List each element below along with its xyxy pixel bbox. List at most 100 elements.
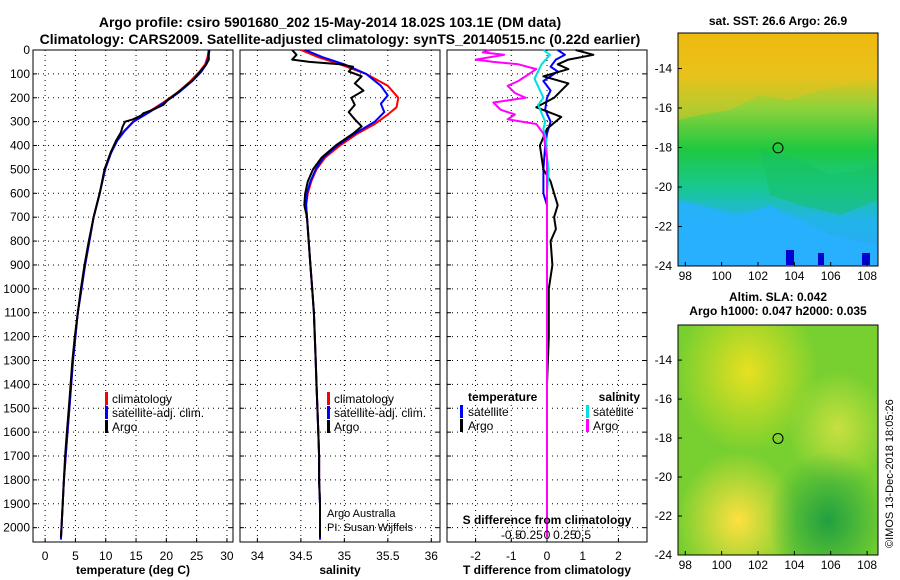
y-tick-label: 900 [10,258,30,272]
legend-swatch-sal-satellite [586,405,589,418]
map-frame [677,324,879,556]
x-tick-label: -1 [506,549,517,563]
salinity-panel: 34 34.5 35 35.5 36 salinity climatology sate… [239,49,441,577]
legend-label-temp-satellite: satellite [468,405,509,419]
legend-swatch-sal-argo [586,419,589,432]
legend-label-sal-satellite: satellite [593,405,634,419]
legend-swatch-argo [327,420,330,433]
x-tick-label: 30 [220,549,234,563]
y-tick-label: -20 [655,180,673,194]
legend-swatch-argo [105,420,108,433]
y-tick-label: 100 [10,67,30,81]
series-line-salinity-satellite [533,49,551,540]
y-tick-label: 500 [10,162,30,176]
figure-title-line1: Argo profile: csiro 5901680_202 15-May-2… [99,14,561,30]
temperature-xlabel: temperature (deg C) [76,563,190,577]
y-tick-label: 0 [23,43,30,57]
x-tick-label: 2 [615,549,622,563]
y-tick-label: -24 [655,548,673,562]
difference-panel: -2 -1 0 1 2 T difference from climatology S … [446,49,648,577]
sla-map-subtitle: Argo h1000: 0.047 h2000: 0.035 [689,304,867,318]
y-tick-label: 1600 [3,425,30,439]
x-tick-label: 5 [72,549,79,563]
x-tick-label: 10 [99,549,113,563]
x-tick-label: 108 [857,558,877,572]
y-tick-label: -22 [655,509,673,523]
x-tick-label: 108 [857,269,877,283]
annotation-pi: PI: Susan Wijffels [327,522,413,534]
y-tick-label: 2000 [3,521,30,535]
x-tick-label: 104 [784,269,804,283]
y-tick-label: -22 [655,220,673,234]
y-tick-label: -14 [655,62,673,76]
x-tick-label: 102 [748,558,768,572]
x-tick-label: 98 [679,269,693,283]
x-tick-label: 25 [190,549,204,563]
x-tick-label: 100 [712,558,732,572]
temperature-legend: climatology satellite-adj. clim. Argo [105,392,204,434]
temperature-panel: 0100200300400500600700800900100011001200… [3,43,234,577]
x-tick-label: 104 [784,558,804,572]
y-tick-label: -18 [655,141,673,155]
legend-swatch-climatology [327,392,330,405]
y-tick-label: -16 [655,101,673,115]
sst-land-patch [786,250,794,265]
x2-tick-label: 0.5 [574,528,591,542]
x-tick-label: 20 [160,549,174,563]
x2-tick-label: -0.5 [501,528,522,542]
series-line-argo [291,49,365,538]
x2-tick-label: -0.25 [515,528,543,542]
y-tick-label: 600 [10,186,30,200]
credit-text: ©IMOS 13-Dec-2018 18:05:26 [884,399,896,548]
series-line-argo [59,49,211,538]
y-tick-label: -20 [655,470,673,484]
legend-swatch-satellite [105,406,108,419]
x-tick-label: 36 [425,549,439,563]
x-tick-label: 1 [579,549,586,563]
y-tick-label: 1500 [3,401,30,415]
x-tick-label: 0 [544,549,551,563]
sla-map-panel: Altim. SLA: 0.042 Argo h1000: 0.047 h200… [655,290,879,572]
y-tick-label: 1200 [3,330,30,344]
sst-map-title: sat. SST: 26.6 Argo: 26.9 [709,14,848,28]
x2-tick-label: 0.25 [553,528,577,542]
x-tick-label: 35.5 [376,549,400,563]
sst-green-band [760,150,878,215]
x-tick-label: 98 [679,558,693,572]
y-tick-label: 400 [10,139,30,153]
difference-legend: temperature satellite Argo salinity sate… [460,390,640,433]
x-tick-label: 102 [748,269,768,283]
x-tick-label: 0 [42,549,49,563]
legend-title-salinity: salinity [599,390,641,404]
y-tick-label: 1900 [3,497,30,511]
legend-title-temperature: temperature [468,390,538,404]
x2-tick-label: 0 [544,528,551,542]
legend-label-satellite: satellite-adj. clim. [112,406,204,420]
temperature-plot-frame [32,49,234,543]
x-tick-label: 106 [821,269,841,283]
x-tick-label: 100 [712,269,732,283]
argo-position-marker [772,432,784,444]
salinity-legend: climatology satellite-adj. clim. Argo [327,392,426,434]
sst-land-patch [818,253,824,265]
y-tick-label: 200 [10,91,30,105]
y-tick-label: -14 [655,353,673,367]
sst-cold-intrusion [678,200,878,266]
x-tick-label: 15 [129,549,143,563]
legend-swatch-satellite [327,406,330,419]
x-tick-label: 35 [338,549,352,563]
figure-title-line2: Climatology: CARS2009. Satellite-adjuste… [40,31,641,47]
salinity-xlabel: salinity [319,563,361,577]
legend-swatch-temp-satellite [460,405,463,418]
x-tick-label: 106 [821,558,841,572]
salinity-plot-frame [239,49,441,543]
y-tick-label: -24 [655,259,673,273]
series-line-climatology [59,49,210,540]
legend-label-climatology: climatology [334,392,394,406]
argo-position-marker [772,142,784,154]
series-line-climatology [300,49,400,540]
series-line-salinity-argo [474,49,548,538]
legend-label-argo: Argo [112,420,138,434]
x-tick-label: 34.5 [289,549,313,563]
map-frame [677,32,879,267]
